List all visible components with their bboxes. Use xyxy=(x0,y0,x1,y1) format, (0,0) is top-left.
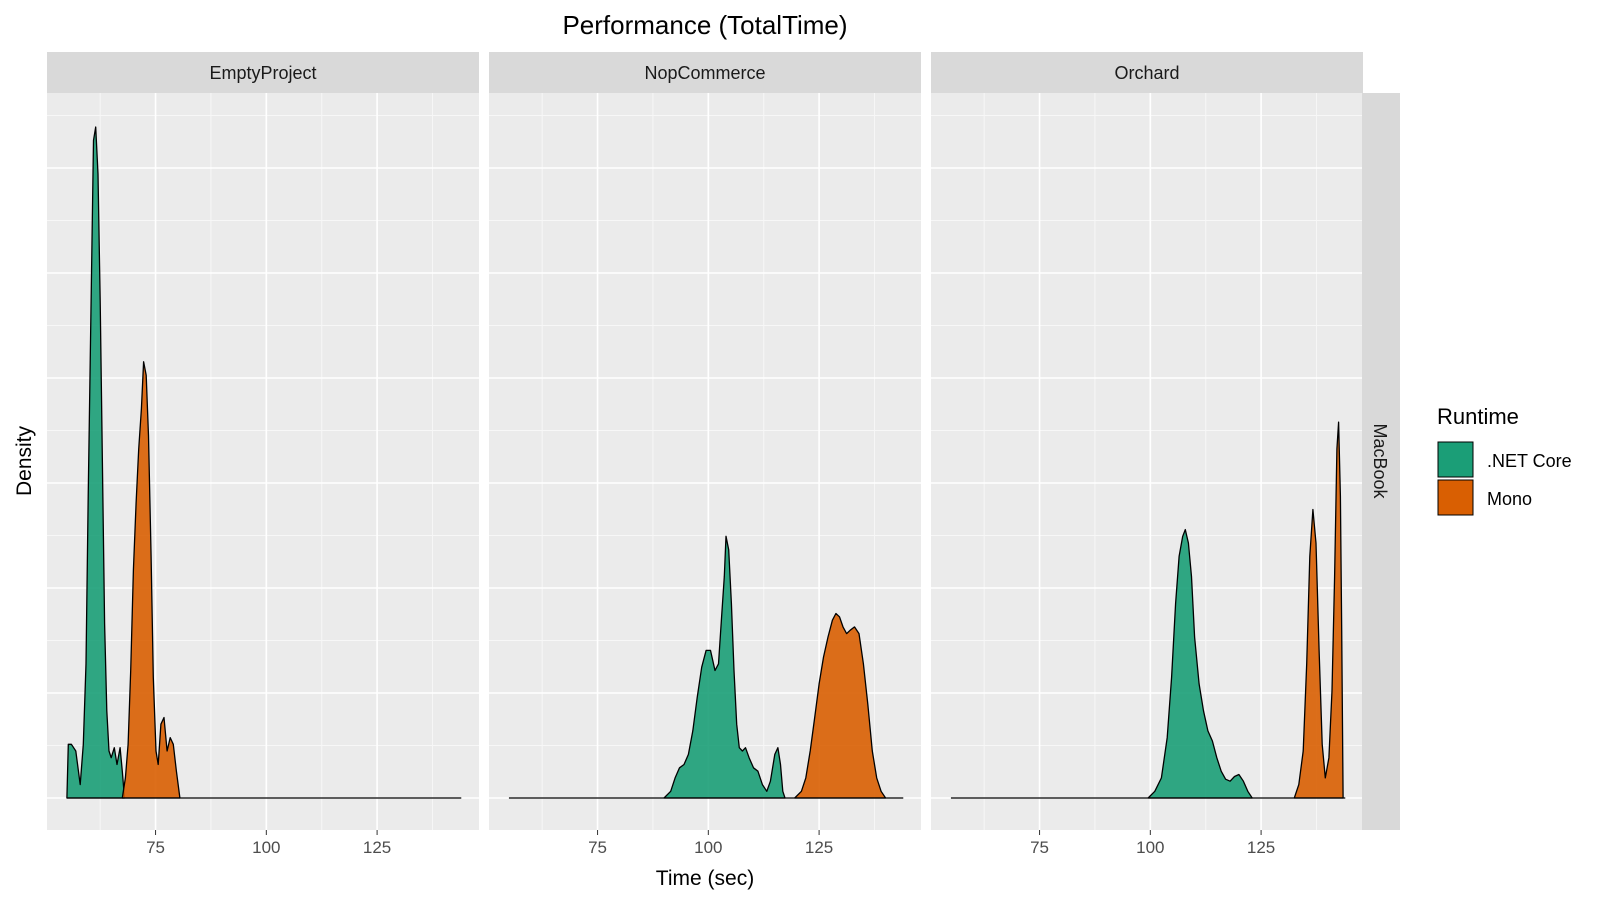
y-axis-title: Density xyxy=(13,425,36,496)
row-strip-background xyxy=(1362,93,1400,830)
chart-title: Performance (TotalTime) xyxy=(562,10,847,40)
density-area-net-core xyxy=(663,535,786,799)
facet-strip-label: Orchard xyxy=(1114,63,1179,83)
density-area-mono xyxy=(794,612,887,799)
density-area-mono xyxy=(121,361,181,799)
facet-panel-orchard: Orchard 75 100 125 xyxy=(931,52,1363,857)
x-tick-label: 125 xyxy=(363,838,391,857)
facet-panel-nopcommerce: NopCommerce 75 100 125 xyxy=(489,52,921,857)
density-area-net-core xyxy=(1147,528,1253,799)
density-area-net-core xyxy=(66,126,126,799)
x-tick-label: 75 xyxy=(588,838,607,857)
facet-strip-label: EmptyProject xyxy=(209,63,316,83)
x-tick-label: 100 xyxy=(1136,838,1164,857)
facet-strip-emptyproject xyxy=(47,52,479,93)
panel-background xyxy=(931,93,1363,830)
x-tick-label: 75 xyxy=(146,838,165,857)
legend-label-net-core: .NET Core xyxy=(1487,451,1572,471)
legend-key-net-core xyxy=(1437,441,1474,478)
facet-strip-label: NopCommerce xyxy=(644,63,765,83)
panel-background xyxy=(47,93,479,830)
legend-key-mono xyxy=(1437,479,1474,516)
facet-strip-nopcommerce xyxy=(489,52,921,93)
x-tick-label: 125 xyxy=(805,838,833,857)
legend-label-mono: Mono xyxy=(1487,489,1532,509)
legend-title: Runtime xyxy=(1437,404,1519,429)
x-tick-label: 100 xyxy=(694,838,722,857)
facet-panel-emptyproject: EmptyProject 75 100 125 xyxy=(47,52,479,857)
facet-strip-orchard xyxy=(931,52,1363,93)
row-strip-label: MacBook xyxy=(1370,423,1390,499)
legend: Runtime .NET Core Mono xyxy=(1437,404,1572,516)
x-tick-label: 75 xyxy=(1030,838,1049,857)
x-tick-label: 125 xyxy=(1247,838,1275,857)
x-tick-label: 100 xyxy=(252,838,280,857)
density-area-mono xyxy=(1293,421,1344,799)
row-strip: MacBook xyxy=(1362,93,1400,830)
x-axis-title: Time (sec) xyxy=(656,867,754,890)
